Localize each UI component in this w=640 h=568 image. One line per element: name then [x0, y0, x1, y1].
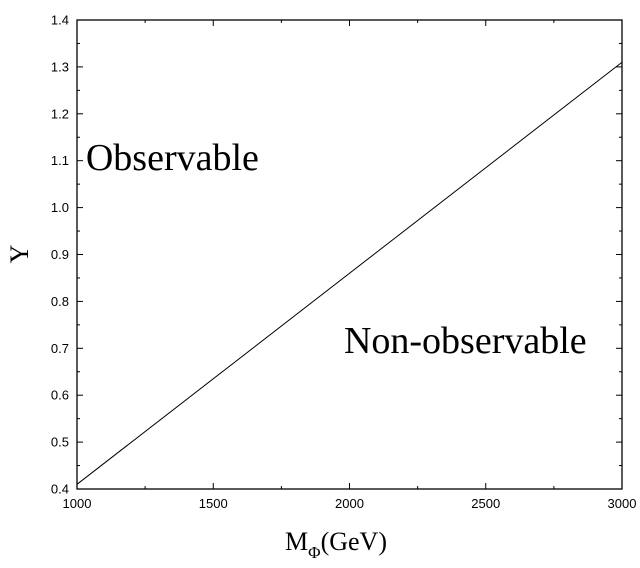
y-tick-label: 1.3	[51, 59, 69, 74]
x-tick-label: 1500	[199, 496, 228, 511]
x-axis-title-unit: (GeV)	[321, 527, 387, 556]
annotation-layer: Observable Non-observable	[86, 137, 587, 362]
y-tick-label: 0.7	[51, 341, 69, 356]
x-tick-label: 2500	[471, 496, 500, 511]
x-tick-label: 1000	[63, 496, 92, 511]
region-label: Non-observable	[344, 320, 587, 362]
y-tick-label: 1.1	[51, 153, 69, 168]
y-tick-label: 0.5	[51, 435, 69, 450]
y-tick-label: 0.8	[51, 294, 69, 309]
axis-ticks	[76, 19, 623, 490]
tick-labels: 1000 1500 2000 2500 3000 0.4 0.5 0.6 0.7 0.8 0.9 1.…	[51, 13, 637, 512]
boundary-line	[76, 61, 623, 485]
y-tick-label: 0.9	[51, 247, 69, 262]
x-axis-title-main: M	[285, 527, 308, 556]
y-tick-label: 1.0	[51, 200, 69, 215]
y-tick-label: 0.4	[51, 482, 69, 497]
x-tick-label: 2000	[335, 496, 364, 511]
x-axis-title: MΦ(GeV)	[285, 527, 387, 562]
series-layer	[76, 61, 623, 485]
plot-frame	[76, 19, 623, 490]
y-tick-label: 0.6	[51, 388, 69, 403]
x-tick-label: 3000	[608, 496, 637, 511]
y-axis-title: Y	[5, 244, 34, 263]
y-tick-label: 1.4	[51, 13, 69, 28]
y-tick-label: 1.2	[51, 106, 69, 121]
region-label: Observable	[86, 137, 259, 179]
x-axis-title-subscript: Φ	[308, 543, 320, 562]
